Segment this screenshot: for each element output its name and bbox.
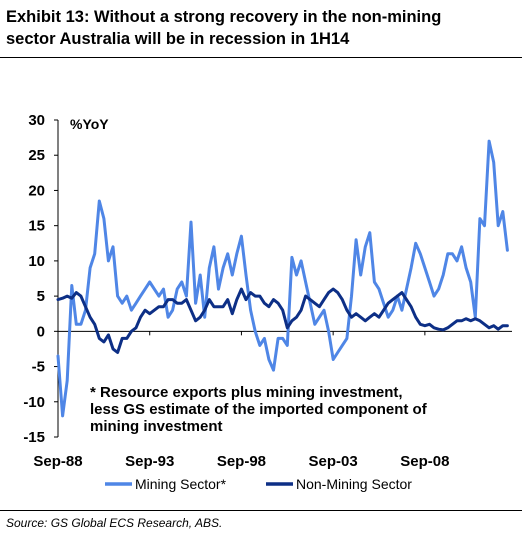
y-axis-label: %YoY xyxy=(70,116,109,132)
x-tick-label: Sep-03 xyxy=(309,453,358,470)
y-tick-label: 30 xyxy=(28,112,45,129)
y-tick-label: -5 xyxy=(32,359,45,376)
x-tick-label: Sep-93 xyxy=(125,453,174,470)
y-tick-label: 15 xyxy=(28,218,45,235)
x-tick-label: Sep-08 xyxy=(400,453,449,470)
y-tick-label: 25 xyxy=(28,147,45,164)
y-tick-label: 10 xyxy=(28,253,45,270)
source-divider xyxy=(0,510,522,511)
chart-title: Exhibit 13: Without a strong recovery in… xyxy=(6,6,518,50)
chart-title-line-1: Exhibit 13: Without a strong recovery in… xyxy=(6,8,442,26)
title-divider xyxy=(0,57,522,58)
y-tick-label: -15 xyxy=(23,429,45,446)
legend-label-non-mining: Non-Mining Sector xyxy=(296,476,412,492)
annotation-line-1: * Resource exports plus mining investmen… xyxy=(90,384,403,401)
chart-title-line-2: sector Australia will be in recession in… xyxy=(6,30,350,48)
y-tick-label: 20 xyxy=(28,182,45,199)
x-tick-label: Sep-98 xyxy=(217,453,266,470)
source-note: Source: GS Global ECS Research, ABS. xyxy=(6,516,223,530)
series-line-mining xyxy=(56,139,509,418)
y-tick-label: 5 xyxy=(37,288,45,305)
y-tick-label: -10 xyxy=(23,394,45,411)
annotation-line-3: mining investment xyxy=(90,418,223,435)
chart-annotation: * Resource exports plus mining investmen… xyxy=(90,384,510,435)
x-tick-label: Sep-88 xyxy=(33,453,82,470)
y-tick-label: 0 xyxy=(37,323,45,340)
annotation-line-2: less GS estimate of the imported compone… xyxy=(90,401,427,418)
legend-label-mining: Mining Sector* xyxy=(135,476,227,492)
series-line-non-mining xyxy=(56,287,509,354)
